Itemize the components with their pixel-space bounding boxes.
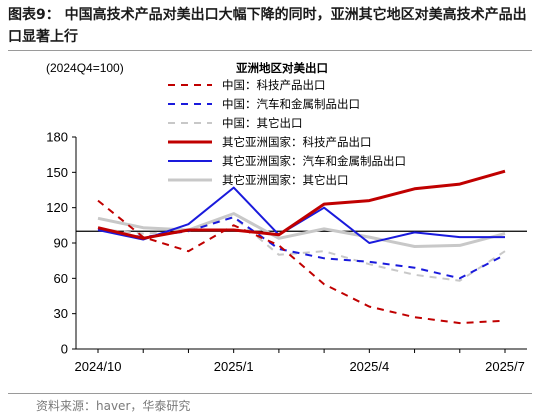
x-tick-label: 2024/10 bbox=[75, 359, 122, 374]
x-tick-label: 2025/1 bbox=[214, 359, 254, 374]
source-note: 资料来源：haver，华泰研究 bbox=[36, 399, 191, 413]
legend-label: 其它亚洲国家：汽车和金属制品出口 bbox=[222, 154, 406, 168]
y-tick-label: 120 bbox=[46, 200, 68, 215]
legend-label: 中国：科技产品出口 bbox=[222, 78, 326, 92]
series-line-4 bbox=[97, 169, 506, 240]
y-tick-label: 60 bbox=[54, 271, 68, 286]
source-divider bbox=[8, 393, 532, 394]
series-line-1 bbox=[97, 199, 506, 325]
series-line-2 bbox=[97, 216, 506, 280]
legend-title: 亚洲地区对美出口 bbox=[236, 61, 328, 75]
x-tick-label: 2025/4 bbox=[349, 359, 389, 374]
y-tick-label: 0 bbox=[61, 342, 68, 357]
y-tick-label: 150 bbox=[46, 165, 68, 180]
x-tick-label: 2025/7 bbox=[485, 359, 525, 374]
series-line-3 bbox=[97, 216, 506, 282]
legend-label: 中国：其它出口 bbox=[222, 116, 303, 130]
legend-label: 其它亚洲国家：科技产品出口 bbox=[222, 135, 372, 149]
legend-label: 中国：汽车和金属制品出口 bbox=[222, 97, 360, 111]
y-tick-label: 180 bbox=[46, 130, 68, 145]
title-divider bbox=[8, 50, 532, 51]
y-tick-label: 90 bbox=[54, 236, 68, 251]
series-layer bbox=[97, 169, 506, 325]
series-line-6 bbox=[97, 212, 506, 248]
legend: 亚洲地区对美出口中国：科技产品出口中国：汽车和金属制品出口中国：其它出口其它亚洲… bbox=[168, 61, 406, 187]
axes-layer: 0 30 60 90 120 150 180 2024/10 2025/1 2025/4 2025/… bbox=[46, 130, 527, 374]
figure-title: 图表9： 中国高技术产品对美出口大幅下降的同时，亚洲其它地区对美高技术产品出口显… bbox=[8, 7, 527, 45]
index-note: (2024Q4=100) bbox=[46, 61, 124, 75]
y-tick-label: 30 bbox=[54, 306, 68, 321]
legend-label: 其它亚洲国家：其它出口 bbox=[222, 173, 349, 187]
